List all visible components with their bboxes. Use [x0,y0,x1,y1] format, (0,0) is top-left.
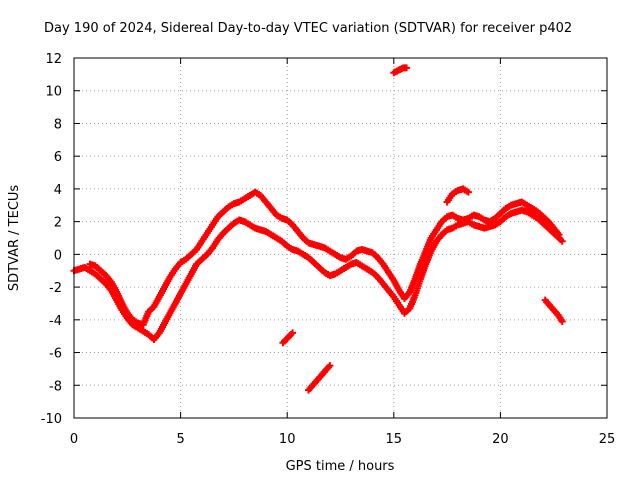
data-point [555,231,563,239]
data-point [326,362,334,370]
x-tick-label: 25 [599,432,616,447]
data-point [289,329,297,337]
x-tick-label: 10 [279,432,296,447]
x-tick-label: 15 [386,432,403,447]
y-tick-label: 0 [54,248,62,263]
y-tick-label: 12 [45,52,62,67]
y-tick-label: 8 [54,117,62,132]
y-tick-label: 4 [54,183,62,198]
y-tick-label: -10 [41,412,62,427]
y-tick-label: 6 [54,150,62,165]
x-tick-label: 20 [492,432,509,447]
data-point [558,237,566,245]
x-axis-label: GPS time / hours [286,459,395,474]
x-tick-label: 5 [176,432,184,447]
y-tick-label: 10 [45,85,62,100]
data-points [70,64,566,394]
y-tick-label: -2 [49,281,62,296]
y-tick-label: -4 [49,314,62,329]
y-tick-label: 2 [54,216,62,231]
chart-title: Day 190 of 2024, Sidereal Day-to-day VTE… [44,21,572,36]
axis-ticks: 0 5 10 15 20 25 -10 -8 -6 -4 -2 0 2 4 6 8 10 12 [41,52,616,447]
y-tick-label: -8 [49,379,62,394]
y-tick-label: -6 [49,347,62,362]
data-point [464,188,472,196]
data-point [558,317,566,325]
plot-border [73,57,608,419]
y-axis-label: SDTVAR / TECUs [7,185,22,292]
x-tick-label: 0 [70,432,78,447]
data-point [403,64,411,72]
